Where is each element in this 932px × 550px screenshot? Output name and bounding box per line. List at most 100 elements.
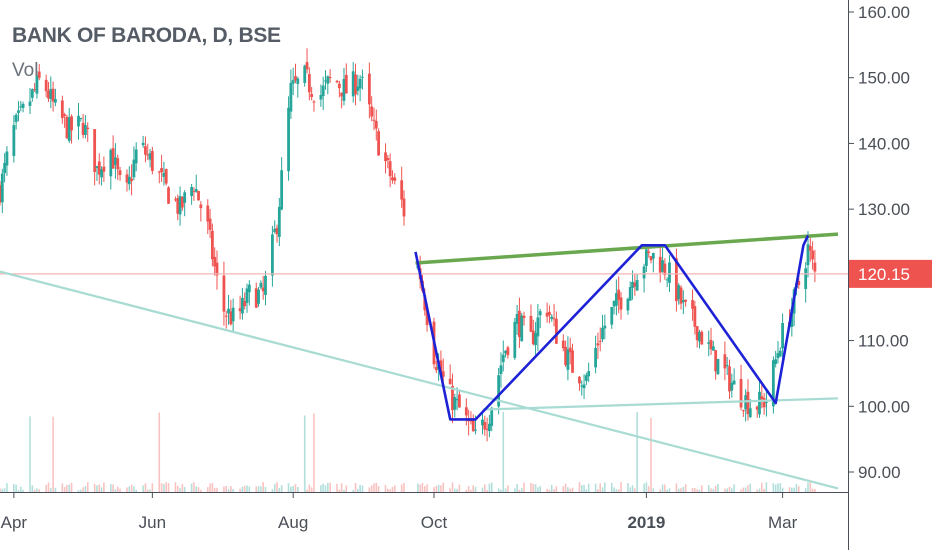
candle-body — [711, 346, 715, 351]
volume-bar — [814, 488, 816, 492]
volume-bar — [324, 485, 327, 492]
candle-body — [515, 314, 519, 324]
y-tick-label: 150.00 — [858, 69, 910, 88]
candle-body — [291, 80, 295, 84]
candle-body — [651, 253, 655, 259]
volume-bar — [183, 487, 186, 492]
candle-body — [536, 317, 540, 337]
volume-bar — [465, 489, 468, 492]
candle-body — [118, 170, 122, 176]
candle-body — [28, 101, 32, 106]
volume-bar — [126, 487, 128, 492]
candle-body — [370, 106, 374, 117]
volume-bar — [472, 485, 475, 492]
volume-bar — [3, 488, 6, 492]
candle-body — [587, 371, 591, 377]
candle-body — [808, 245, 812, 251]
volume-bar — [206, 487, 209, 492]
volume-bar — [555, 486, 558, 492]
resistance-line — [415, 232, 839, 265]
volume-bar — [96, 485, 98, 492]
candle-body — [47, 90, 50, 99]
candle-body — [361, 76, 364, 78]
candle-body — [287, 107, 290, 172]
volume-bar — [114, 489, 117, 492]
candle-body — [273, 229, 277, 233]
volume-bar — [36, 488, 38, 492]
candle-body — [157, 171, 161, 173]
candle-body — [174, 199, 177, 201]
candle-body — [194, 189, 198, 192]
volume-bar — [165, 482, 168, 492]
volume-bar — [629, 487, 632, 492]
volume-bar — [481, 487, 484, 492]
candle-body — [439, 360, 443, 374]
volume-bar — [587, 483, 590, 492]
candle-body — [684, 299, 688, 302]
x-tick-label: Jun — [139, 513, 166, 532]
candle-body — [534, 333, 537, 346]
volume-bar — [421, 482, 424, 492]
candle-body — [455, 399, 459, 401]
volume-bar — [597, 489, 599, 492]
support-line — [482, 397, 839, 411]
volume-bar — [320, 485, 322, 492]
volume-bar — [680, 488, 682, 492]
volume-bar — [190, 483, 193, 492]
candle-body — [374, 121, 378, 129]
candle-body — [289, 82, 293, 112]
candle-body — [19, 106, 23, 108]
candle-body — [658, 256, 662, 273]
volume-bar — [781, 487, 784, 492]
candle-body — [3, 163, 7, 174]
candle-body — [238, 308, 242, 312]
zigzag-pattern-line — [414, 234, 810, 421]
volume-bar — [691, 487, 694, 492]
volume-bar — [174, 482, 177, 492]
volume-bar — [562, 486, 565, 492]
candle-body — [529, 315, 533, 332]
candle-body — [804, 268, 808, 289]
volume-bar — [433, 487, 435, 492]
candle-body — [372, 119, 376, 121]
volume-bar — [257, 486, 260, 492]
candle-body — [319, 94, 323, 100]
volume-bar — [514, 488, 516, 492]
candle-body — [601, 327, 604, 340]
volume-bar — [758, 488, 761, 492]
candle-body — [386, 158, 390, 161]
volume-bar — [227, 489, 230, 492]
volume-bar — [761, 482, 763, 492]
volume-bar — [710, 488, 712, 492]
volume-bar — [391, 486, 394, 492]
candle-body — [806, 244, 810, 266]
volume-bar — [327, 482, 329, 492]
candle-body — [644, 249, 648, 266]
volume-bar — [361, 485, 364, 492]
candle-body — [344, 74, 348, 94]
candle-body — [457, 394, 461, 408]
volume-bar — [271, 489, 274, 492]
volume-bar — [564, 483, 567, 492]
volume-bar — [77, 489, 80, 492]
volume-bar — [677, 488, 680, 492]
volume-bar — [497, 488, 500, 492]
candle-body — [326, 76, 330, 84]
x-tick-label: Oct — [421, 513, 448, 532]
volume-bar — [617, 489, 620, 492]
candle-body — [617, 289, 621, 300]
volume-bar — [303, 415, 306, 492]
volume-bar — [149, 489, 151, 492]
candle-body — [134, 149, 138, 164]
candle-body — [707, 342, 711, 344]
candle-body — [224, 315, 228, 317]
candle-body — [141, 142, 145, 146]
volume-bar — [546, 488, 548, 492]
candle-body — [176, 198, 180, 214]
volume-bar — [230, 486, 232, 492]
volume-bar — [631, 485, 634, 492]
volume-bar — [297, 486, 299, 492]
volume-bar — [403, 482, 405, 492]
candle-body — [709, 339, 713, 350]
